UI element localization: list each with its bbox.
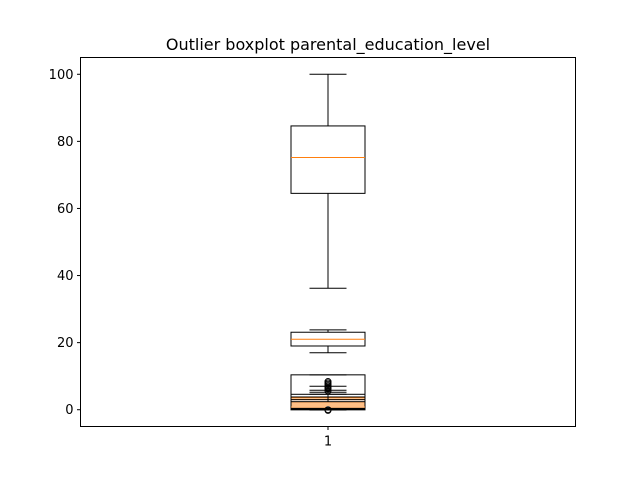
y-tick-label: 100 [49, 68, 74, 83]
box-group-1 [290, 73, 366, 289]
y-tick-label: 60 [57, 202, 74, 217]
flier-point [324, 378, 332, 386]
box-iqr [290, 401, 366, 411]
flier-point [324, 384, 332, 392]
y-tick-label: 0 [65, 403, 73, 418]
box-group-2 [290, 329, 366, 354]
y-tick-label: 40 [57, 269, 74, 284]
y-tick-label: 20 [57, 336, 74, 351]
box-group-7 [290, 393, 366, 414]
box-iqr [290, 125, 366, 194]
y-tick-label: 80 [57, 135, 74, 150]
x-tick-label: 1 [324, 435, 332, 450]
chart-title: Outlier boxplot parental_education_level [166, 35, 490, 55]
flier-point [324, 406, 332, 414]
